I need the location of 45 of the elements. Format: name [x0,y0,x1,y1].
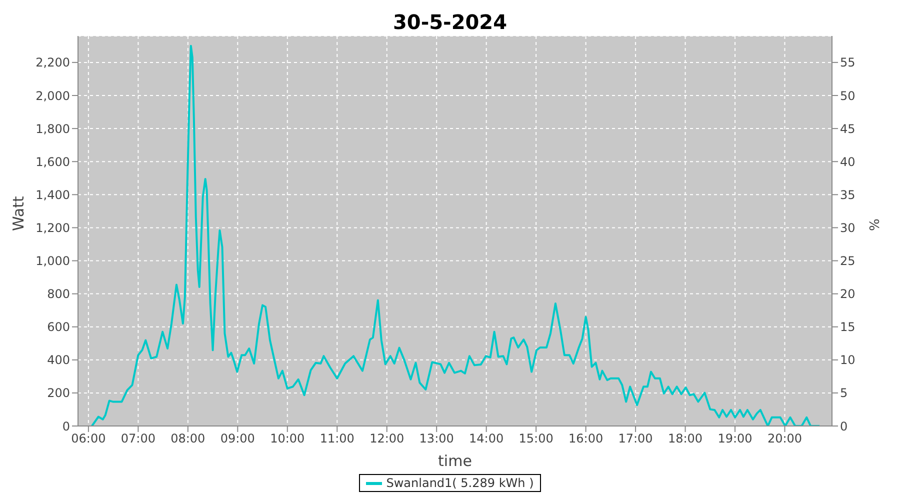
line-series [90,44,821,426]
y-tick-label: 1,400 [36,188,70,202]
legend-label: Swanland1( 5.289 kWh ) [386,476,534,490]
x-axis-title: time [438,452,472,470]
y-tick-label: 200 [47,386,70,400]
y2-tick-label: 40 [840,154,856,169]
x-tick-label: 14:00 [469,432,504,446]
x-tick-label: 19:00 [718,432,752,446]
y2-tick-label: 30 [840,220,856,235]
x-tick-label: 12:00 [370,432,404,446]
y-axis-title: Watt [9,196,28,231]
chart-title: 30-5-2024 [392,9,508,36]
x-tick-label: 10:00 [270,432,305,446]
x-tick-label: 18:00 [668,432,703,446]
x-tick-label: 06:00 [71,432,106,446]
x-tick-label: 13:00 [419,432,454,446]
y2-tick-label: 35 [840,188,856,202]
y-tick-label: 0 [62,419,70,434]
y-tick-label: 800 [47,287,70,302]
y2-tick-label: 5 [840,386,848,400]
y-tick-label: 1,800 [36,122,70,136]
y2-tick-label: 45 [840,122,856,136]
y2-tick-label: 55 [840,56,856,70]
y-tick-label: 1,600 [36,154,70,169]
y-tick-label: 1,000 [36,254,70,268]
x-tick-label: 15:00 [518,432,554,446]
y2-tick-label: 25 [840,254,856,268]
y2-tick-label: 50 [840,88,856,103]
y2-axis-title: % [865,218,880,231]
x-tick-label: 09:00 [220,432,255,446]
x-tick-label: 07:00 [120,432,156,446]
y-tick-label: 400 [47,353,70,368]
y2-tick-label: 15 [840,320,856,334]
y2-tick-label: 20 [840,287,856,302]
x-tick-label: 17:00 [618,432,653,446]
y2-tick-label: 10 [840,353,856,368]
x-tick-label: 16:00 [568,432,604,446]
y-tick-label: 1,200 [36,220,70,235]
y-tick-label: 2,000 [36,88,70,103]
y2-tick-label: 0 [840,419,848,434]
x-tick-label: 11:00 [320,432,354,446]
y-tick-label: 600 [47,320,70,334]
y-tick-label: 2,200 [36,56,70,70]
x-tick-label: 08:00 [170,432,206,446]
x-tick-label: 20:00 [767,432,802,446]
